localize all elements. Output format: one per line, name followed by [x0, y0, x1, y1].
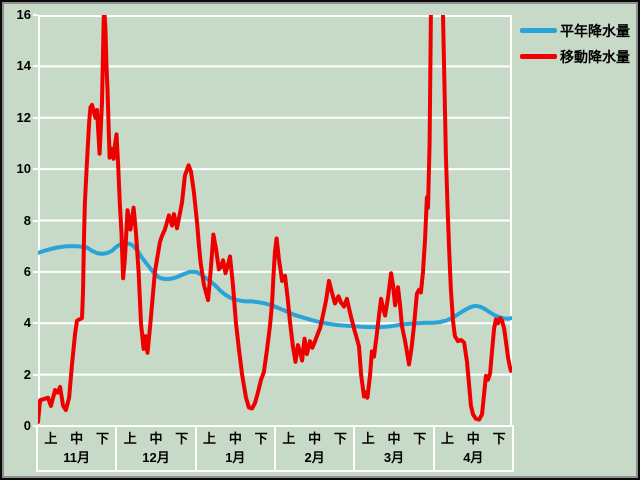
- series-line-0: [38, 241, 512, 330]
- month-group: 上中下 12月: [115, 427, 194, 470]
- y-tick: [33, 425, 38, 427]
- plot-area: [38, 15, 512, 426]
- decade-row: 上中下: [355, 427, 432, 448]
- month-group: 上中下 11月: [36, 427, 115, 470]
- y-tick-label: 12: [16, 109, 31, 125]
- decade-label: 上: [361, 431, 375, 446]
- legend-item-heinen: 平年降水量: [520, 22, 630, 39]
- decade-label: 中: [149, 431, 163, 446]
- decade-label: 下: [95, 431, 109, 446]
- decade-label: 下: [175, 431, 189, 446]
- y-tick: [33, 14, 38, 16]
- y-tick-label: 10: [16, 161, 31, 177]
- legend-line-swatch-blue: [520, 28, 557, 33]
- decade-label: 上: [123, 431, 137, 446]
- month-label: 11月: [63, 450, 91, 465]
- decade-label: 下: [413, 431, 427, 446]
- month-label: 12月: [142, 450, 170, 465]
- y-tick: [33, 219, 38, 222]
- legend-label-heinen: 平年降水量: [560, 22, 630, 39]
- decade-label: 下: [492, 431, 506, 446]
- decade-label: 上: [282, 431, 296, 446]
- decade-label: 中: [228, 431, 242, 446]
- legend-label-idou: 移動降水量: [560, 48, 630, 65]
- decade-label: 中: [466, 431, 480, 446]
- legend-line-swatch-red: [520, 54, 557, 59]
- decade-row: 上中下: [197, 427, 274, 448]
- legend: 平年降水量 移動降水量: [520, 22, 630, 74]
- decade-label: 下: [333, 431, 347, 446]
- decade-row: 上中下: [38, 427, 115, 448]
- decade-label: 上: [441, 431, 455, 446]
- y-tick-label: 2: [23, 366, 31, 382]
- month-label: 4月: [463, 450, 484, 465]
- y-tick-label: 4: [23, 315, 31, 331]
- y-tick-label: 14: [16, 58, 31, 74]
- y-tick: [33, 373, 38, 376]
- decade-label: 下: [254, 431, 268, 446]
- decade-label: 上: [44, 431, 58, 446]
- decade-label: 上: [203, 431, 217, 446]
- month-group: 上中下 3月: [353, 427, 432, 470]
- y-tick-label: 0: [23, 418, 31, 433]
- month-group: 上中下 4月: [432, 427, 514, 470]
- y-tick-label: 8: [23, 212, 31, 228]
- decade-row: 上中下: [435, 427, 512, 448]
- decade-row: 上中下: [117, 427, 194, 448]
- x-axis: 上中下 11月上中下 12月上中下 1月上中下 2月上中下 3月上中下 4月: [36, 425, 514, 472]
- y-tick: [33, 270, 38, 273]
- decade-row: 上中下: [276, 427, 353, 448]
- decade-label: 中: [308, 431, 322, 446]
- month-group: 上中下 2月: [273, 427, 353, 470]
- y-tick-label: 16: [16, 7, 31, 22]
- month-label: 3月: [383, 450, 405, 465]
- y-tick: [33, 116, 38, 119]
- legend-item-idou: 移動降水量: [520, 48, 630, 65]
- month-label: 2月: [304, 450, 325, 465]
- y-tick: [33, 322, 38, 325]
- month-group: 上中下 1月: [194, 427, 274, 470]
- decade-label: 中: [70, 431, 84, 446]
- decade-label: 中: [387, 431, 401, 446]
- month-label: 1月: [225, 450, 246, 465]
- y-tick-label: 6: [23, 263, 31, 279]
- y-tick: [33, 65, 38, 68]
- y-tick: [33, 168, 38, 171]
- series-line-1: [38, 15, 512, 425]
